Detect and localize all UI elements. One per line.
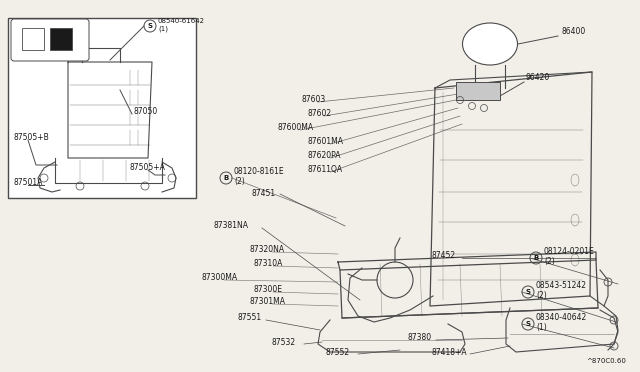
Ellipse shape bbox=[463, 23, 518, 65]
Text: 87418+A: 87418+A bbox=[432, 348, 468, 357]
Bar bbox=[8, 18, 196, 198]
Bar bbox=[50, 28, 72, 50]
Text: 87301MA: 87301MA bbox=[250, 297, 286, 306]
Text: 87602: 87602 bbox=[308, 109, 332, 118]
Bar bbox=[456, 82, 500, 100]
Bar bbox=[22, 28, 44, 50]
Text: 87505+A: 87505+A bbox=[130, 163, 166, 172]
Text: S: S bbox=[525, 321, 531, 327]
Text: 87300MA: 87300MA bbox=[202, 273, 238, 282]
Text: 86400: 86400 bbox=[562, 27, 586, 36]
Text: 08124-0201E: 08124-0201E bbox=[544, 247, 595, 256]
Text: 08120-8161E: 08120-8161E bbox=[234, 167, 285, 176]
Text: 87600MA: 87600MA bbox=[278, 123, 314, 132]
Text: 08340-40642: 08340-40642 bbox=[536, 313, 588, 322]
Text: 87452: 87452 bbox=[432, 251, 456, 260]
Text: 08540-61642: 08540-61642 bbox=[158, 18, 205, 24]
Text: 87380: 87380 bbox=[408, 333, 432, 342]
Text: 96420: 96420 bbox=[526, 73, 550, 82]
Text: 87552: 87552 bbox=[326, 348, 350, 357]
Text: ^870C0.60: ^870C0.60 bbox=[586, 358, 626, 364]
Text: (2): (2) bbox=[234, 177, 244, 186]
Text: 87451: 87451 bbox=[252, 189, 276, 198]
Text: 87300E: 87300E bbox=[254, 285, 283, 294]
Text: 87620PA: 87620PA bbox=[308, 151, 342, 160]
Text: 87611QA: 87611QA bbox=[308, 165, 343, 174]
Text: 87501A: 87501A bbox=[14, 178, 44, 187]
Text: 87551: 87551 bbox=[238, 313, 262, 322]
Text: 87505+B: 87505+B bbox=[14, 133, 50, 142]
Text: 87532: 87532 bbox=[272, 338, 296, 347]
Text: (2): (2) bbox=[544, 257, 555, 266]
Text: 87601MA: 87601MA bbox=[308, 137, 344, 146]
Text: 87310A: 87310A bbox=[254, 259, 284, 268]
Text: (2): (2) bbox=[536, 291, 547, 300]
Text: 87320NA: 87320NA bbox=[250, 245, 285, 254]
FancyBboxPatch shape bbox=[11, 19, 89, 61]
Text: (1): (1) bbox=[158, 26, 168, 32]
Text: S: S bbox=[525, 289, 531, 295]
Text: B: B bbox=[223, 175, 228, 181]
Text: (1): (1) bbox=[536, 323, 547, 332]
Text: 87050: 87050 bbox=[133, 107, 157, 116]
Text: B: B bbox=[533, 255, 539, 261]
Text: 87381NA: 87381NA bbox=[214, 221, 249, 230]
Text: 08543-51242: 08543-51242 bbox=[536, 281, 587, 290]
Text: 87603: 87603 bbox=[302, 95, 326, 104]
Text: S: S bbox=[147, 23, 152, 29]
